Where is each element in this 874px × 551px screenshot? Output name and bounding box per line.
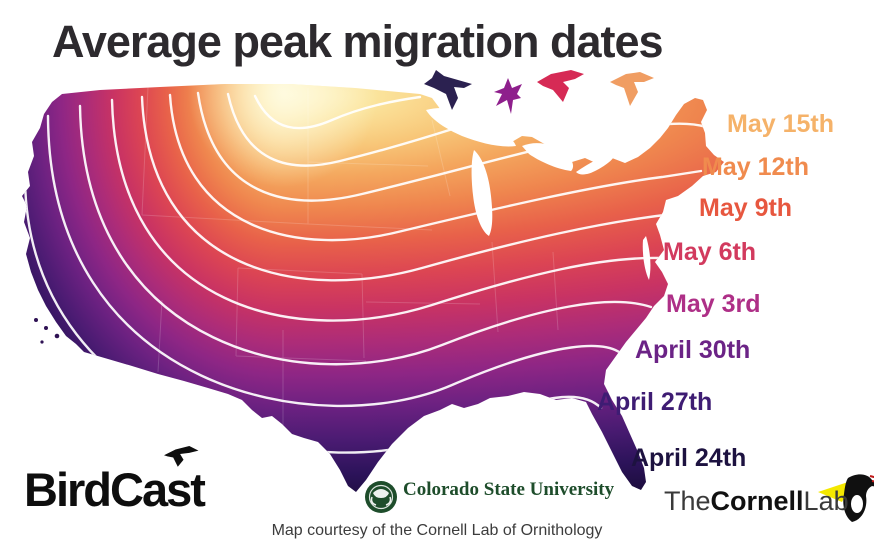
map-caption: Map courtesy of the Cornell Lab of Ornit… [271, 522, 603, 539]
lake-michigan [471, 150, 493, 236]
cornell-logo-the: The [664, 486, 711, 516]
csu-logo-text: Colorado State University [403, 479, 615, 500]
birdcast-bird-icon [164, 446, 199, 467]
contour-label-may-3: May 3rd [666, 290, 761, 318]
lake-superior [426, 107, 516, 147]
bird-silhouettes [424, 70, 654, 114]
contour-label-may-9: May 9th [699, 194, 793, 222]
page-title: Average peak migration dates [52, 16, 664, 67]
birdcast-logo: BirdCast [24, 463, 206, 516]
contour-label-may-15: May 15th [727, 110, 834, 138]
channel-islands [34, 318, 60, 344]
contour-label-april-30: April 30th [635, 336, 751, 364]
cornell-logo-name: Cornell [710, 486, 804, 516]
bird-icon [537, 70, 584, 102]
cornell-lab-bird-icon [818, 474, 874, 522]
bird-icon [494, 78, 522, 114]
csu-logo: Colorado State University [364, 479, 614, 501]
lake-ontario [628, 135, 657, 150]
great-lakes [426, 107, 657, 280]
contour-label-april-27: April 27th [597, 388, 713, 416]
cornell-logo-lab: Lab [803, 486, 849, 516]
contour-label-may-12: May 12th [702, 153, 809, 181]
csu-logo-icon [365, 481, 397, 513]
lake-erie [576, 152, 615, 175]
bird-icon [610, 72, 654, 106]
bird-icon [424, 70, 472, 110]
cornell-lab-logo: TheCornellLab [664, 486, 849, 517]
contour-label-may-6: May 6th [663, 238, 757, 266]
chesapeake-bay [642, 236, 651, 280]
contour-label-april-24: April 24th [631, 444, 747, 472]
lake-huron [522, 143, 574, 171]
